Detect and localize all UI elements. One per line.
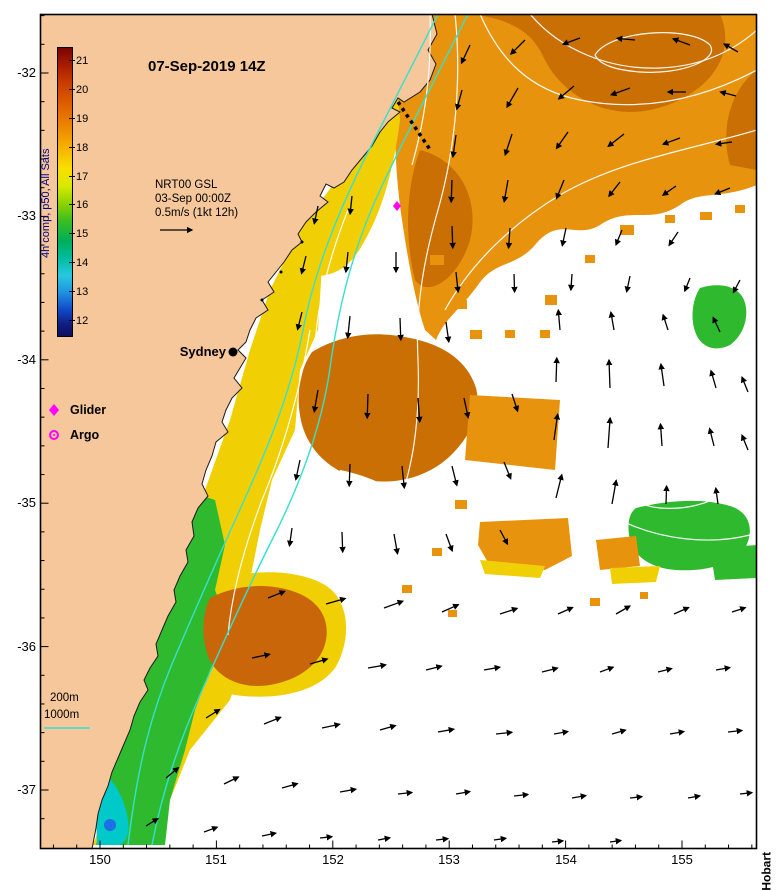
- colorbar-tick-label: 18: [68, 142, 89, 154]
- x-tick-label: 150: [89, 852, 111, 867]
- depth-1000m-label: 1000m: [44, 709, 80, 721]
- argo-legend-label: Argo: [70, 428, 100, 442]
- x-tick-label: 151: [205, 852, 227, 867]
- nrt-annotation: NRT00 GSL 03-Sep 00:00Z 0.5m/s (1kt 12h): [155, 178, 238, 220]
- city-label: Sydney: [179, 344, 226, 359]
- bathymetry-contours: [127, 15, 469, 846]
- depth-200m-label: 200m: [50, 692, 79, 704]
- x-tick-label: 152: [322, 852, 344, 867]
- nrt-line1: NRT00 GSL: [155, 179, 218, 191]
- y-tick-label: -37: [17, 782, 36, 797]
- x-tick-label: 153: [438, 852, 460, 867]
- colorbar-tick-label: 21: [68, 55, 89, 67]
- y-tick-label: -32: [17, 65, 36, 80]
- colorbar-tick-label: 14: [68, 257, 89, 269]
- argo-legend-icon-dot: [53, 434, 55, 436]
- map-frame: [39, 13, 758, 850]
- nrt-line2: 03-Sep 00:00Z: [155, 193, 232, 205]
- nrt-line3: 0.5m/s (1kt 12h): [155, 207, 239, 219]
- colorbar-tick-label: 20: [68, 84, 89, 96]
- credit-text: © IMOS 08-Sep-2019 15:09 Hobart: [759, 852, 773, 890]
- colorbar-tick-label: 12: [68, 315, 89, 327]
- colorbar-tick-label: 13: [68, 286, 89, 298]
- argo-legend-icon: [49, 430, 59, 440]
- glider-legend-icon: [49, 404, 59, 416]
- glider-position-marker: [393, 201, 401, 211]
- glider-track: [396, 101, 433, 152]
- axis-ticks: [40, 15, 753, 849]
- x-tick-label: 154: [555, 852, 577, 867]
- y-tick-label: -33: [17, 208, 36, 223]
- colorbar: [57, 47, 73, 337]
- sst-field: [92, 15, 756, 845]
- colorbar-label: 4h comp, p50, All Sats: [40, 148, 52, 258]
- date-title: 07-Sep-2019 14Z: [148, 58, 266, 75]
- coastal-islets: [260, 240, 304, 302]
- colorbar-tick-label: 16: [68, 199, 89, 211]
- colorbar-tick-label: 19: [68, 113, 89, 125]
- current-vector-arrows: [145, 35, 754, 845]
- x-tick-label: 155: [671, 852, 693, 867]
- colorbar-tick-label: 17: [68, 171, 89, 183]
- land-mass: [41, 15, 438, 848]
- y-tick-label: -35: [17, 495, 36, 510]
- map-layers: [41, 15, 756, 848]
- glider-legend-label: Glider: [70, 403, 107, 417]
- y-tick-label: -34: [17, 352, 36, 367]
- colorbar-tick-label: 15: [68, 228, 89, 240]
- y-tick-label: -36: [17, 639, 36, 654]
- sydney-marker: [228, 347, 238, 357]
